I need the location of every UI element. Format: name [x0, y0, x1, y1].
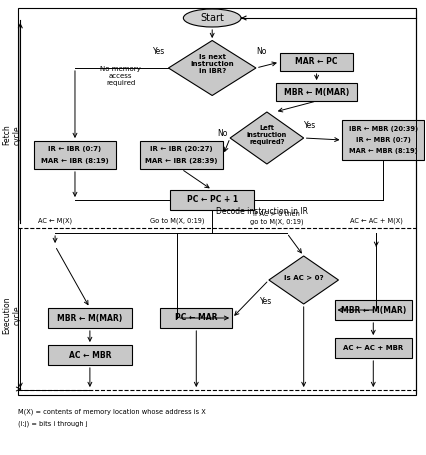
- FancyBboxPatch shape: [334, 338, 411, 358]
- Polygon shape: [168, 40, 255, 96]
- FancyBboxPatch shape: [279, 53, 353, 71]
- Text: PC ← PC + 1: PC ← PC + 1: [186, 196, 237, 204]
- Text: Yes: Yes: [303, 121, 315, 131]
- Text: MAR ← PC: MAR ← PC: [295, 57, 337, 66]
- Text: IR ← MBR (0:7): IR ← MBR (0:7): [355, 137, 410, 143]
- Text: IR ← IBR (0:7): IR ← IBR (0:7): [48, 146, 101, 152]
- Text: IR ← IBR (20:27): IR ← IBR (20:27): [150, 146, 212, 152]
- Text: AC ← AC + MBR: AC ← AC + MBR: [343, 345, 403, 351]
- Text: (i:j) = bits i through j: (i:j) = bits i through j: [18, 421, 88, 427]
- FancyBboxPatch shape: [342, 120, 423, 160]
- FancyBboxPatch shape: [34, 141, 115, 169]
- Text: MBR ← M(MAR): MBR ← M(MAR): [340, 305, 405, 314]
- Text: M(X) = contents of memory location whose address is X: M(X) = contents of memory location whose…: [18, 409, 206, 415]
- FancyBboxPatch shape: [170, 190, 253, 210]
- Text: AC ← M(X): AC ← M(X): [38, 218, 72, 224]
- Text: MBR ← M(MAR): MBR ← M(MAR): [57, 313, 122, 323]
- Text: No: No: [216, 128, 227, 137]
- Polygon shape: [268, 256, 338, 304]
- FancyBboxPatch shape: [160, 308, 232, 328]
- Text: MBR ← M(MAR): MBR ← M(MAR): [283, 87, 348, 96]
- Text: Is next
instruction
in IBR?: Is next instruction in IBR?: [190, 54, 233, 74]
- Text: Go to M(X, 0:19): Go to M(X, 0:19): [150, 218, 204, 224]
- Text: Decode instruction in IR: Decode instruction in IR: [216, 207, 307, 217]
- FancyBboxPatch shape: [275, 83, 357, 101]
- Polygon shape: [230, 112, 303, 164]
- FancyBboxPatch shape: [334, 300, 411, 320]
- FancyBboxPatch shape: [48, 308, 131, 328]
- FancyBboxPatch shape: [139, 141, 223, 169]
- Text: IBR ← MBR (20:39): IBR ← MBR (20:39): [348, 126, 417, 132]
- Text: Start: Start: [200, 13, 224, 23]
- Text: Left
instruction
required?: Left instruction required?: [246, 125, 286, 145]
- Text: AC ← AC + M(X): AC ← AC + M(X): [349, 218, 402, 224]
- Text: Execution
cycle: Execution cycle: [3, 296, 22, 334]
- Text: PC ← MAR: PC ← MAR: [175, 313, 217, 323]
- Text: Yes: Yes: [259, 298, 271, 307]
- Text: If AC > 0 then
go to M(X, 0:19): If AC > 0 then go to M(X, 0:19): [250, 211, 303, 225]
- Text: No memory
access
required: No memory access required: [100, 66, 141, 86]
- Text: MAR ← IBR (8:19): MAR ← IBR (8:19): [41, 158, 109, 164]
- Text: MAR ← IBR (28:39): MAR ← IBR (28:39): [145, 158, 217, 164]
- Ellipse shape: [183, 9, 240, 27]
- Text: Fetch
cycle: Fetch cycle: [3, 125, 22, 146]
- FancyBboxPatch shape: [48, 345, 131, 365]
- Text: Is AC > 0?: Is AC > 0?: [283, 275, 323, 281]
- Text: MAR ← MBR (8:19): MAR ← MBR (8:19): [348, 148, 417, 154]
- Text: No: No: [256, 47, 267, 56]
- Text: AC ← MBR: AC ← MBR: [69, 350, 111, 359]
- Text: Yes: Yes: [153, 47, 165, 56]
